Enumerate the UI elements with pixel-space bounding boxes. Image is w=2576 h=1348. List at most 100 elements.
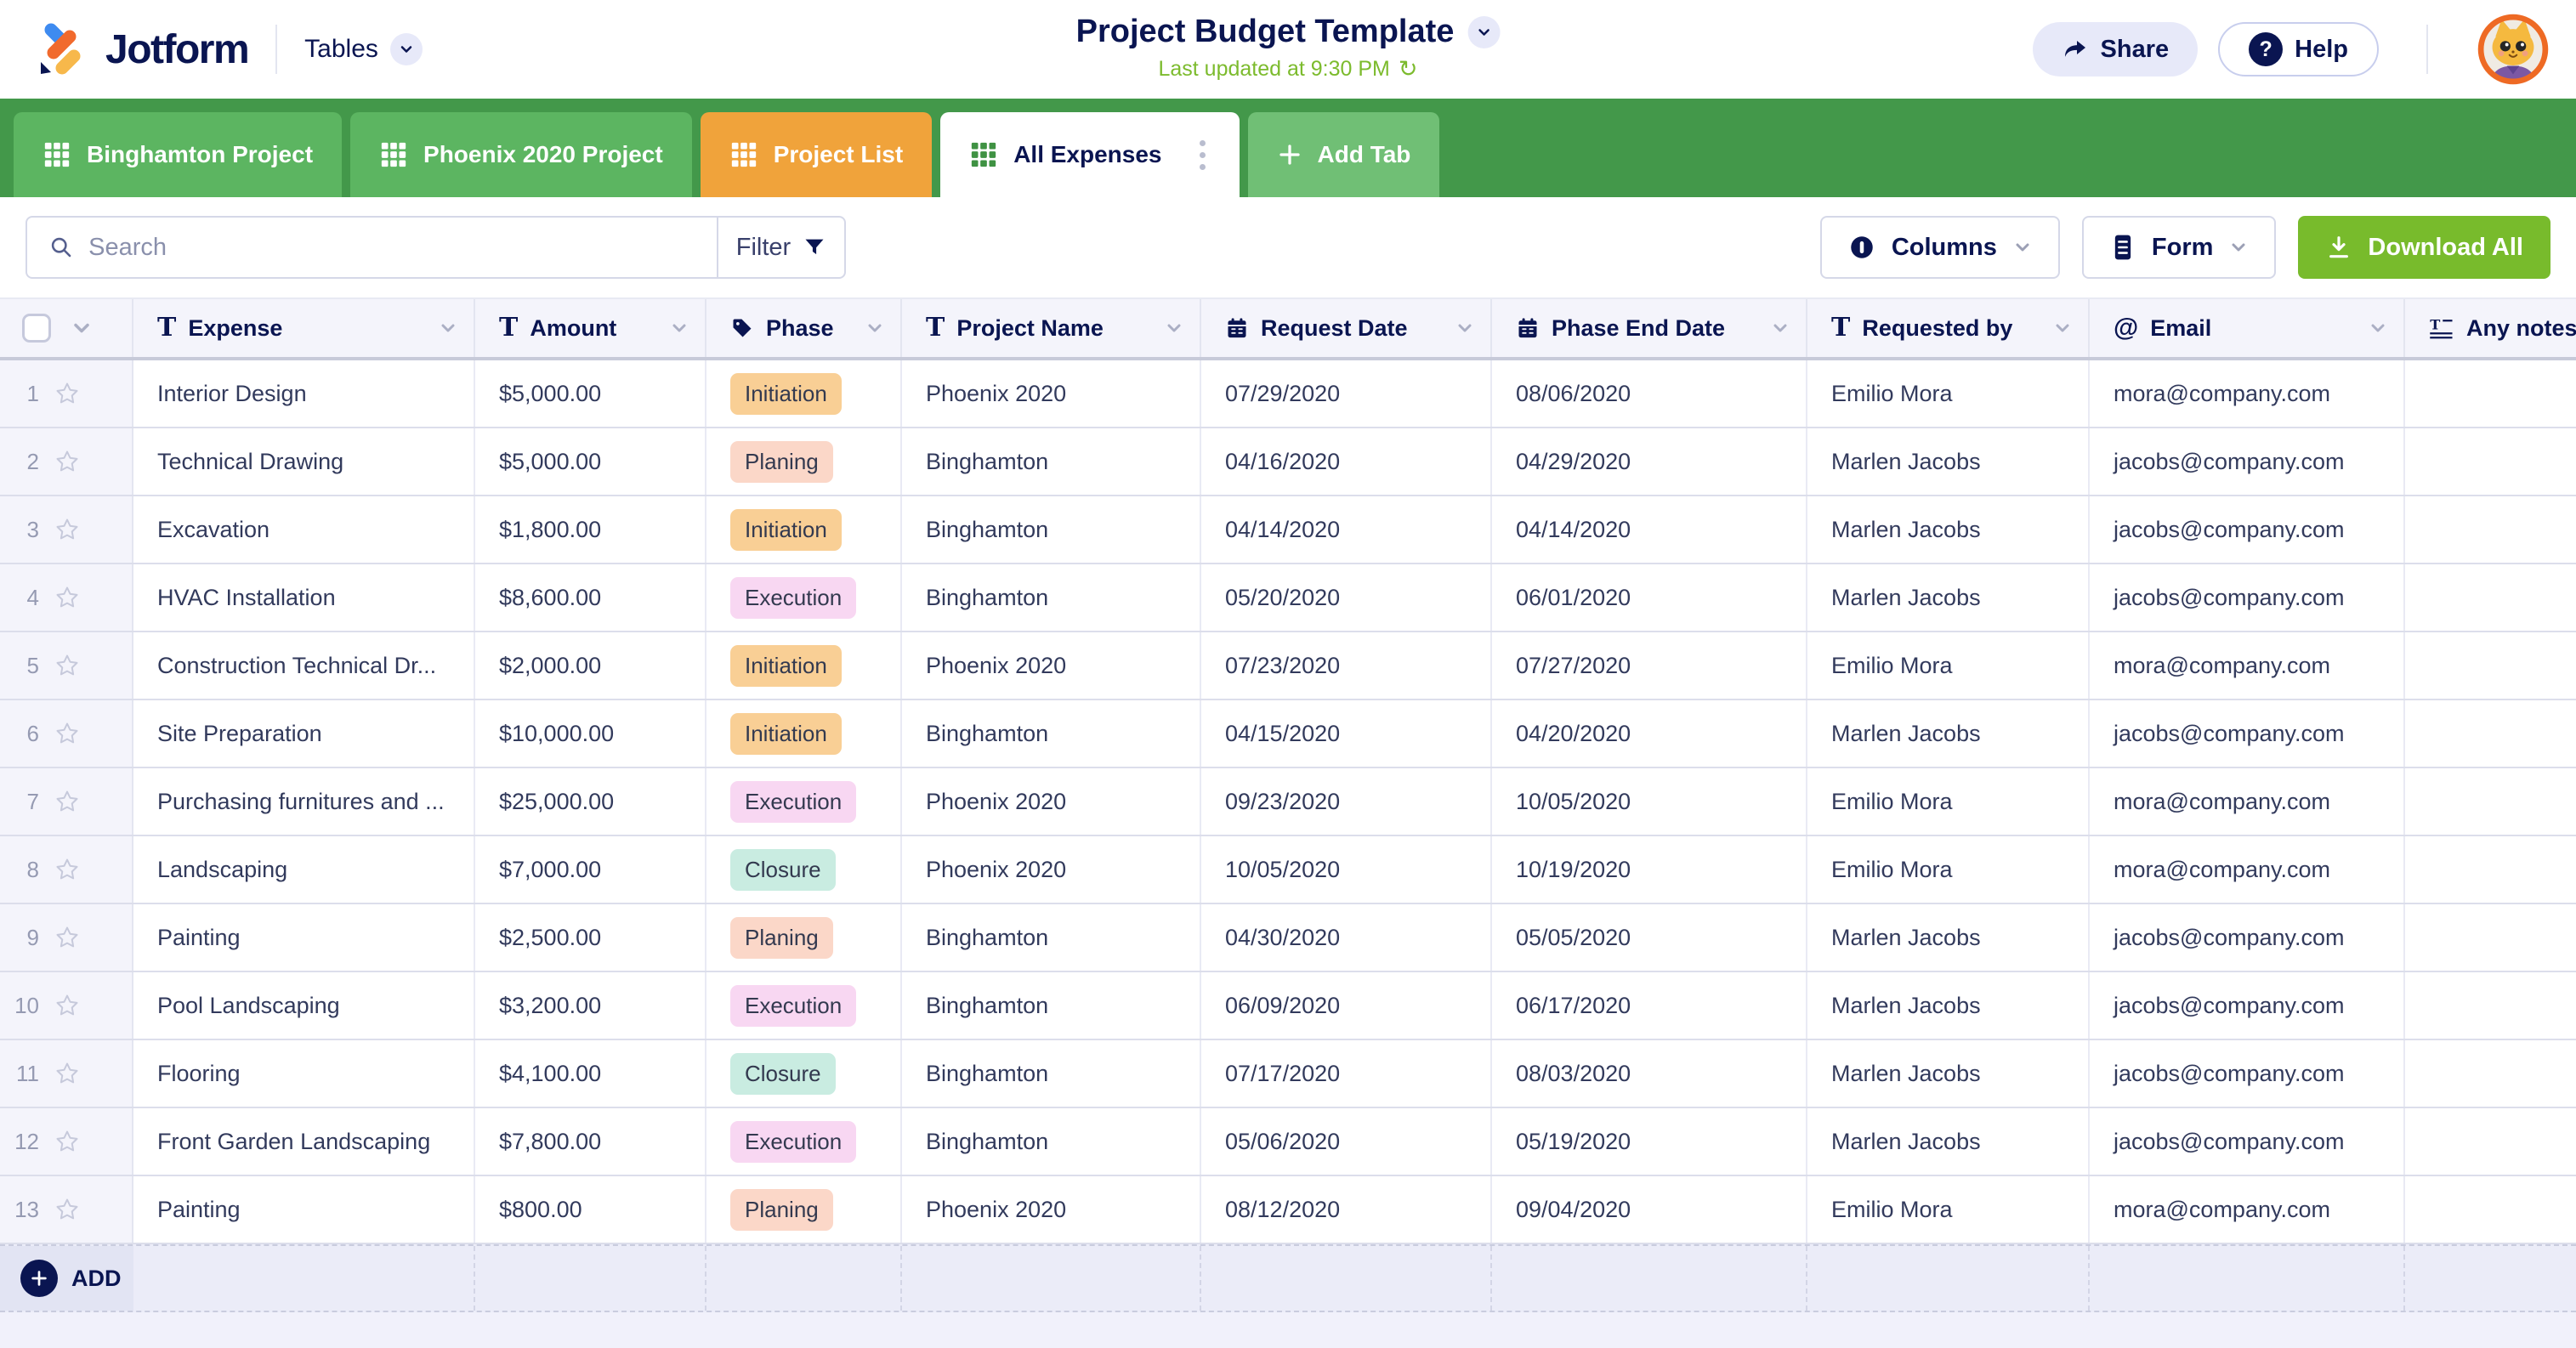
cell-phase[interactable]: Initiation	[706, 360, 902, 427]
cell-phase[interactable]: Initiation	[706, 632, 902, 699]
cell-email[interactable]: jacobs@company.com	[2090, 904, 2405, 971]
cell-any-notes[interactable]	[2405, 360, 2576, 427]
cell-any-notes[interactable]	[2405, 1176, 2576, 1243]
cell-phase-end-date[interactable]: 08/03/2020	[1492, 1040, 1807, 1107]
cell-any-notes[interactable]	[2405, 428, 2576, 495]
cell-amount[interactable]: $5,000.00	[475, 360, 706, 427]
cell-phase[interactable]: Execution	[706, 564, 902, 631]
cell-amount[interactable]: $2,000.00	[475, 632, 706, 699]
star-icon[interactable]	[54, 789, 80, 814]
cell-phase-end-date[interactable]: 05/05/2020	[1492, 904, 1807, 971]
cell-phase[interactable]: Execution	[706, 972, 902, 1039]
cell-requested-by[interactable]: Marlen Jacobs	[1807, 972, 2090, 1039]
cell-amount[interactable]: $800.00	[475, 1176, 706, 1243]
cell-email[interactable]: jacobs@company.com	[2090, 428, 2405, 495]
add-row-cell[interactable]	[1492, 1246, 1807, 1311]
star-icon[interactable]	[54, 653, 80, 678]
cell-request-date[interactable]: 04/16/2020	[1201, 428, 1492, 495]
cell-amount[interactable]: $2,500.00	[475, 904, 706, 971]
product-switcher[interactable]: Tables	[304, 33, 423, 65]
cell-any-notes[interactable]	[2405, 904, 2576, 971]
cell-amount[interactable]: $5,000.00	[475, 428, 706, 495]
star-icon[interactable]	[54, 1197, 80, 1222]
cell-expense[interactable]: Purchasing furnitures and ...	[133, 768, 475, 835]
cell-request-date[interactable]: 06/09/2020	[1201, 972, 1492, 1039]
cell-project-name[interactable]: Phoenix 2020	[902, 360, 1201, 427]
cell-expense[interactable]: Front Garden Landscaping	[133, 1108, 475, 1175]
star-icon[interactable]	[54, 925, 80, 950]
column-header-phase-end-date[interactable]: Phase End Date	[1492, 299, 1807, 357]
column-chevron-down-icon[interactable]	[438, 318, 458, 338]
cell-requested-by[interactable]: Emilio Mora	[1807, 632, 2090, 699]
cell-requested-by[interactable]: Emilio Mora	[1807, 836, 2090, 903]
tab-menu-kebab-icon[interactable]	[1194, 135, 1211, 175]
cell-request-date[interactable]: 08/12/2020	[1201, 1176, 1492, 1243]
cell-project-name[interactable]: Binghamton	[902, 496, 1201, 563]
cell-requested-by[interactable]: Emilio Mora	[1807, 360, 2090, 427]
cell-request-date[interactable]: 04/15/2020	[1201, 700, 1492, 767]
cell-project-name[interactable]: Binghamton	[902, 428, 1201, 495]
cell-phase-end-date[interactable]: 06/01/2020	[1492, 564, 1807, 631]
cell-amount[interactable]: $4,100.00	[475, 1040, 706, 1107]
column-chevron-down-icon[interactable]	[1455, 318, 1475, 338]
column-chevron-down-icon[interactable]	[1164, 318, 1184, 338]
chevron-down-icon[interactable]	[389, 33, 423, 65]
cell-phase-end-date[interactable]: 04/20/2020	[1492, 700, 1807, 767]
cell-any-notes[interactable]	[2405, 1040, 2576, 1107]
tab-binghamton-project[interactable]: Binghamton Project	[14, 112, 343, 197]
cell-project-name[interactable]: Binghamton	[902, 564, 1201, 631]
add-row-cell[interactable]	[2090, 1246, 2405, 1311]
cell-phase-end-date[interactable]: 05/19/2020	[1492, 1108, 1807, 1175]
cell-request-date[interactable]: 04/14/2020	[1201, 496, 1492, 563]
cell-project-name[interactable]: Phoenix 2020	[902, 836, 1201, 903]
star-icon[interactable]	[54, 993, 80, 1018]
cell-expense[interactable]: Excavation	[133, 496, 475, 563]
title-chevron-down-icon[interactable]	[1467, 15, 1501, 48]
refresh-icon[interactable]: ↻	[1398, 56, 1418, 82]
cell-phase-end-date[interactable]: 04/14/2020	[1492, 496, 1807, 563]
cell-project-name[interactable]: Phoenix 2020	[902, 1176, 1201, 1243]
cell-phase[interactable]: Planing	[706, 1176, 902, 1243]
column-header-requested-by[interactable]: T Requested by	[1807, 299, 2090, 357]
star-icon[interactable]	[54, 1129, 80, 1154]
share-button[interactable]: Share	[2032, 22, 2199, 76]
cell-expense[interactable]: Site Preparation	[133, 700, 475, 767]
tab-project-list[interactable]: Project List	[700, 112, 933, 197]
cell-expense[interactable]: Landscaping	[133, 836, 475, 903]
cell-email[interactable]: jacobs@company.com	[2090, 496, 2405, 563]
column-header-any-notes[interactable]: T Any notes	[2405, 299, 2576, 357]
column-header-email[interactable]: @ Email	[2090, 299, 2405, 357]
star-icon[interactable]	[54, 517, 80, 542]
cell-any-notes[interactable]	[2405, 496, 2576, 563]
cell-requested-by[interactable]: Marlen Jacobs	[1807, 904, 2090, 971]
cell-phase-end-date[interactable]: 06/17/2020	[1492, 972, 1807, 1039]
form-button[interactable]: Form	[2081, 216, 2277, 279]
cell-project-name[interactable]: Binghamton	[902, 700, 1201, 767]
cell-email[interactable]: jacobs@company.com	[2090, 972, 2405, 1039]
add-row-cell[interactable]	[133, 1246, 475, 1311]
cell-amount[interactable]: $7,000.00	[475, 836, 706, 903]
search-segment[interactable]	[27, 218, 717, 277]
column-header-amount[interactable]: T Amount	[475, 299, 706, 357]
column-chevron-down-icon[interactable]	[1770, 318, 1790, 338]
cell-requested-by[interactable]: Marlen Jacobs	[1807, 428, 2090, 495]
cell-project-name[interactable]: Phoenix 2020	[902, 768, 1201, 835]
gutter-chevron-down-icon[interactable]	[70, 316, 94, 340]
add-record-button[interactable]: ADD	[0, 1246, 133, 1311]
cell-email[interactable]: jacobs@company.com	[2090, 1040, 2405, 1107]
cell-requested-by[interactable]: Marlen Jacobs	[1807, 700, 2090, 767]
star-icon[interactable]	[54, 857, 80, 882]
cell-phase-end-date[interactable]: 10/05/2020	[1492, 768, 1807, 835]
cell-amount[interactable]: $8,600.00	[475, 564, 706, 631]
column-chevron-down-icon[interactable]	[2368, 318, 2388, 338]
search-input[interactable]	[88, 233, 695, 262]
add-row-cell[interactable]	[2405, 1246, 2576, 1311]
cell-amount[interactable]: $7,800.00	[475, 1108, 706, 1175]
cell-any-notes[interactable]	[2405, 768, 2576, 835]
column-header-request-date[interactable]: Request Date	[1201, 299, 1492, 357]
cell-project-name[interactable]: Binghamton	[902, 1108, 1201, 1175]
cell-expense[interactable]: Technical Drawing	[133, 428, 475, 495]
cell-email[interactable]: jacobs@company.com	[2090, 564, 2405, 631]
tab-phoenix-2020-project[interactable]: Phoenix 2020 Project	[350, 112, 692, 197]
cell-email[interactable]: mora@company.com	[2090, 360, 2405, 427]
